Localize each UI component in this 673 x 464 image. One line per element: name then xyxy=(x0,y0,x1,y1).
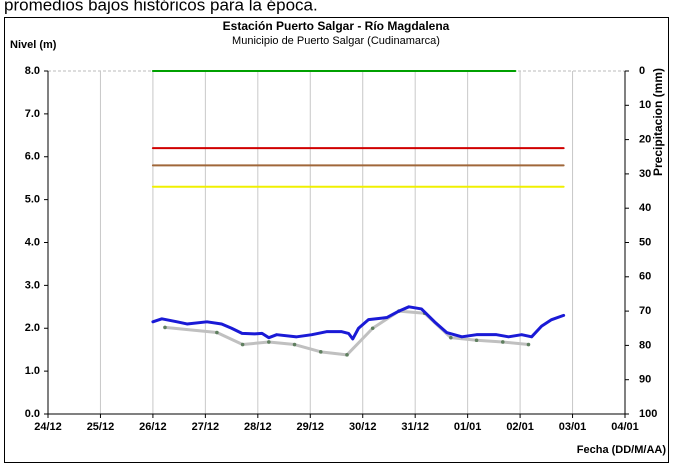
series-marker xyxy=(526,342,531,347)
series-line xyxy=(151,305,566,341)
y2-tick-label: 80 xyxy=(639,339,651,351)
y-tick-label: 5.0 xyxy=(25,194,40,206)
series-marker xyxy=(292,342,297,347)
series-marker xyxy=(474,338,479,343)
y-tick-label: 7.0 xyxy=(25,108,40,120)
series-marker xyxy=(163,325,167,330)
series-marker xyxy=(267,340,271,344)
x-tick-label: 30/12 xyxy=(349,421,377,433)
y-tick-label: 6.0 xyxy=(25,151,40,163)
x-tick-label: 31/12 xyxy=(401,421,429,433)
chart-subtitle: Municipio de Puerto Salgar (Cudinamarca) xyxy=(232,35,440,47)
x-tick-label: 03/01 xyxy=(559,421,587,433)
series-line xyxy=(163,309,530,357)
x-tick-label: 04/01 xyxy=(611,421,639,433)
y2-tick-label: 90 xyxy=(639,374,651,386)
y-tick-label: 0.0 xyxy=(25,408,40,420)
y2-tick-label: 100 xyxy=(639,408,657,420)
header-text: promedios bajos históricos para la época… xyxy=(4,0,318,14)
x-tick-label: 28/12 xyxy=(244,421,272,433)
series-marker xyxy=(240,342,245,347)
y2-tick-label: 0 xyxy=(639,65,645,77)
x-tick-label: 29/12 xyxy=(297,421,325,433)
y2-tick-label: 40 xyxy=(639,202,651,214)
x-tick-label: 02/01 xyxy=(506,421,534,433)
plot-area xyxy=(47,70,626,415)
y2-tick-label: 20 xyxy=(639,134,651,146)
y-tick-label: 3.0 xyxy=(25,279,40,291)
x-tick-label: 01/01 xyxy=(454,421,482,433)
y2-tick-label: 30 xyxy=(639,168,651,180)
y2-tick-label: 70 xyxy=(639,305,651,317)
chart-title: Estación Puerto Salgar - Río Magdalena xyxy=(223,19,450,33)
series-marker xyxy=(318,350,323,354)
y2-tick-label: 60 xyxy=(639,271,651,283)
series-marker xyxy=(500,340,505,344)
x-tick-label: 25/12 xyxy=(87,421,115,433)
y2-tick-label: 10 xyxy=(639,99,651,111)
x-tick-label: 26/12 xyxy=(139,421,167,433)
y-tick-label: 4.0 xyxy=(25,236,40,248)
series-marker xyxy=(215,330,219,335)
y2-axis-label: Precipitacion (mm) xyxy=(651,68,665,176)
series-marker xyxy=(449,335,453,340)
series-marker xyxy=(345,353,349,357)
y2-tick-label: 50 xyxy=(639,236,651,248)
y-axis-label: Nivel (m) xyxy=(10,39,57,51)
y-tick-label: 8.0 xyxy=(25,65,40,77)
y-tick-label: 2.0 xyxy=(25,322,40,334)
series-marker xyxy=(370,326,375,331)
x-tick-label: 27/12 xyxy=(192,421,220,433)
x-axis-label: Fecha (DD/M/AA) xyxy=(577,444,667,456)
x-tick-label: 24/12 xyxy=(34,421,62,433)
y-tick-label: 1.0 xyxy=(25,365,40,377)
